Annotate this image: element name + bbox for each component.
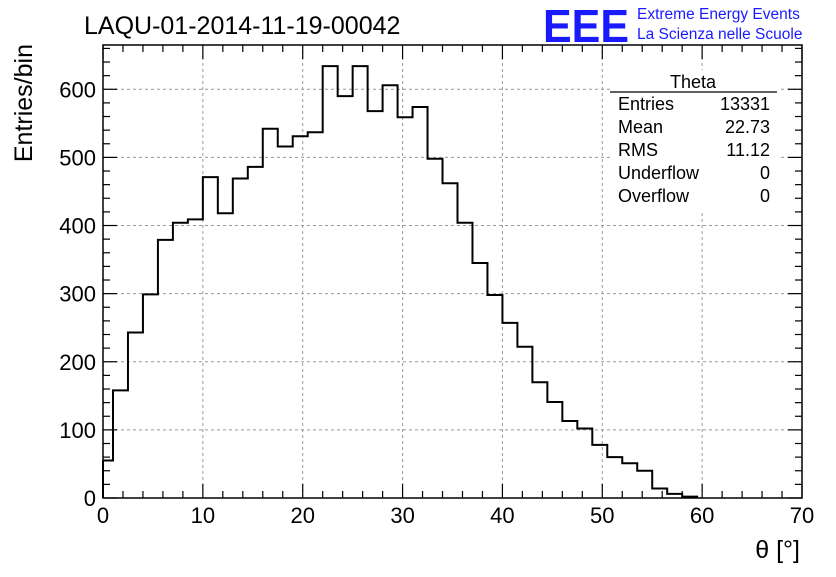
histogram-bin	[532, 382, 547, 498]
x-tick-labels: 0 10 20 30 40 50 60 70	[97, 503, 814, 528]
y-tick-label: 400	[59, 214, 96, 239]
histogram-bin	[203, 177, 218, 498]
histogram-bin	[248, 167, 263, 498]
y-tick-label: 600	[59, 77, 96, 102]
stats-entries-value: 13331	[720, 94, 770, 114]
x-tick-label: 30	[390, 503, 414, 528]
histogram-bin	[517, 347, 532, 498]
histogram-bin	[457, 223, 472, 498]
stats-overflow-label: Overflow	[618, 186, 690, 206]
histogram-bin	[353, 66, 368, 498]
x-tick-label: 10	[191, 503, 215, 528]
y-tick-label: 100	[59, 418, 96, 443]
chart-title: LAQU-01-2014-11-19-00042	[84, 12, 400, 40]
stats-overflow-value: 0	[760, 186, 770, 206]
histogram-bin	[338, 96, 353, 498]
stats-rms-label: RMS	[618, 140, 658, 160]
histogram-bin	[607, 457, 622, 498]
histogram-bin	[637, 471, 652, 498]
x-tick-label: 60	[690, 503, 714, 528]
histogram-bin	[158, 240, 173, 498]
histogram-bin	[173, 223, 188, 498]
histogram-bin	[103, 461, 113, 498]
stats-entries-label: Entries	[618, 94, 674, 114]
histogram-bin	[428, 159, 443, 498]
eee-logo-line1: Extreme Energy Events	[637, 6, 800, 23]
stats-box: Theta Entries 13331 Mean 22.73 RMS 11.12…	[610, 70, 780, 210]
histogram-outline	[102, 65, 699, 498]
x-tick-label: 0	[97, 503, 109, 528]
stats-box-background	[610, 70, 780, 210]
histogram-bin	[293, 136, 308, 498]
histogram-bins	[103, 66, 697, 498]
eee-logo: EEE Extreme Energy Events La Scienza nel…	[543, 0, 802, 52]
histogram-bin	[652, 488, 667, 498]
histogram-bin	[128, 332, 143, 498]
histogram-bin	[592, 445, 607, 498]
stats-box-title: Theta	[670, 72, 717, 92]
histogram-bin	[547, 402, 562, 498]
histogram-bin	[188, 219, 203, 498]
histogram-bin	[278, 146, 293, 498]
histogram-bin	[263, 129, 278, 498]
histogram-bin	[502, 323, 517, 498]
eee-logo-line2: La Scienza nelle Scuole	[637, 26, 802, 43]
stats-underflow-value: 0	[760, 163, 770, 183]
y-tick-label: 0	[84, 486, 96, 511]
y-tick-label: 300	[59, 282, 96, 307]
histogram-bin	[323, 66, 338, 498]
histogram-bin	[487, 295, 502, 498]
histogram-bin	[218, 213, 233, 498]
stats-mean-value: 22.73	[725, 117, 770, 137]
x-tick-label: 70	[790, 503, 814, 528]
y-tick-labels: 0 100 200 300 400 500 600	[59, 77, 96, 511]
eee-logo-letters: EEE	[543, 0, 629, 52]
histogram-bin	[308, 132, 323, 498]
axis-ticks	[102, 45, 803, 499]
x-tick-label: 40	[490, 503, 514, 528]
histogram-bin	[143, 294, 158, 498]
histogram-bin	[443, 183, 458, 498]
histogram-bin	[577, 429, 592, 498]
x-tick-label: 20	[290, 503, 314, 528]
histogram-bin	[472, 263, 487, 498]
stats-rms-value: 11.12	[726, 140, 770, 160]
stats-mean-label: Mean	[618, 117, 663, 137]
histogram-bin	[368, 111, 383, 498]
stats-underflow-label: Underflow	[618, 163, 700, 183]
histogram-bin	[383, 85, 398, 498]
plot-frame	[102, 44, 803, 499]
y-tick-label: 500	[59, 145, 96, 170]
y-tick-label: 200	[59, 350, 96, 375]
histogram-bin	[233, 179, 248, 498]
x-axis-title: θ [°]	[755, 536, 800, 564]
histogram-bin	[413, 107, 428, 498]
histogram-bin	[113, 390, 128, 498]
histogram-bin	[562, 421, 577, 498]
histogram-bin	[398, 117, 413, 498]
x-tick-label: 50	[590, 503, 614, 528]
histogram-bin	[622, 463, 637, 498]
y-axis-title: Entries/bin	[10, 44, 38, 162]
